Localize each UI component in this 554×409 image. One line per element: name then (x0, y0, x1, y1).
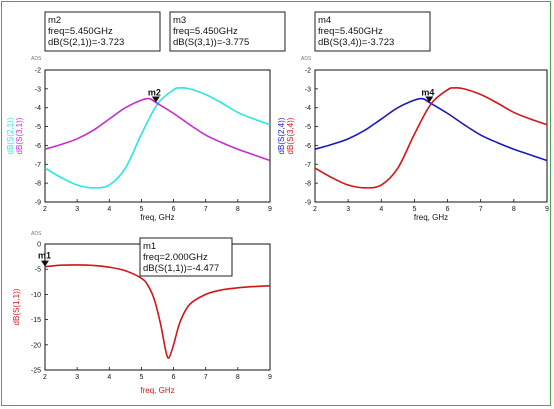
y-axis-label: dB(S(2,4)) (277, 117, 286, 154)
x-tick-label: 6 (172, 206, 176, 213)
x-tick-label: 2 (313, 206, 317, 213)
x-tick-label: 6 (172, 374, 176, 381)
x-tick-label: 5 (139, 374, 143, 381)
x-axis-label: freq, GHz (414, 213, 448, 222)
x-tick-label: 7 (204, 374, 208, 381)
x-tick-label: 2 (43, 374, 47, 381)
x-tick-label: 3 (75, 374, 79, 381)
x-axis-label: freq, GHz (140, 386, 174, 395)
marker-icon (425, 96, 434, 103)
y-axis-label: dB(S(2,1)) (6, 117, 15, 154)
marker-readout-line: freq=5.450GHz (48, 26, 113, 37)
series-line (44, 87, 271, 189)
marker-readout-line: dB(S(3,1))=-3.775 (173, 37, 249, 48)
y-tick-label: -5 (35, 267, 41, 274)
x-tick-label: 7 (204, 206, 208, 213)
x-tick-label: 8 (236, 206, 240, 213)
y-tick-label: -25 (31, 368, 41, 375)
marker-icon (151, 96, 160, 103)
y-tick-label: -7 (305, 162, 311, 169)
marker-readout-line: dB(S(3,4))=-3.723 (318, 37, 394, 48)
y-tick-label: -10 (31, 292, 41, 299)
marker-readout-line: dB(S(2,1))=-3.723 (48, 37, 124, 48)
x-tick-label: 4 (107, 374, 111, 381)
marker-icon (41, 260, 49, 267)
marker-readout-line: m2 (48, 15, 61, 26)
y-tick-label: 0 (37, 242, 41, 249)
y-tick-label: -8 (35, 181, 41, 188)
series-line (44, 264, 271, 359)
ads-tag: ADS (31, 56, 42, 62)
x-tick-label: 5 (139, 206, 143, 213)
marker-readout-line: freq=2.000GHz (143, 252, 208, 263)
y-tick-label: -15 (31, 317, 41, 324)
plot-frame (314, 69, 548, 203)
y-tick-label: -4 (35, 105, 41, 112)
y-tick-label: -6 (35, 143, 41, 150)
y-tick-label: -9 (305, 200, 311, 207)
marker-label: m4 (421, 87, 434, 97)
x-tick-label: 7 (479, 206, 483, 213)
series-line (314, 97, 548, 162)
ads-tag: ADS (301, 56, 312, 62)
x-tick-label: 3 (75, 206, 79, 213)
marker-label: m1 (38, 251, 51, 261)
marker-readout-line: freq=5.450GHz (318, 26, 383, 37)
marker-readout-line: m1 (143, 241, 156, 252)
y-axis-label: dB(S(1,1)) (12, 288, 21, 325)
marker-readout-box (139, 237, 233, 277)
y-axis-label: dB(S(3,4)) (286, 117, 295, 154)
y-tick-label: -20 (31, 342, 41, 349)
x-tick-label: 6 (446, 206, 450, 213)
marker-readout-box (169, 11, 286, 52)
marker-readout-line: m3 (173, 15, 186, 26)
x-tick-label: 2 (43, 206, 47, 213)
plot-frame (44, 69, 271, 203)
y-tick-label: -2 (305, 68, 311, 75)
y-axis-label: dB(S(3,1)) (15, 117, 24, 154)
marker-readout-line: dB(S(1,1))=-4.477 (143, 263, 219, 274)
marker-readout-line: freq=5.450GHz (173, 26, 238, 37)
x-tick-label: 9 (545, 206, 549, 213)
marker-readout-box (44, 11, 161, 52)
y-tick-label: -3 (305, 86, 311, 93)
x-tick-label: 9 (268, 374, 272, 381)
y-tick-label: -7 (35, 162, 41, 169)
x-tick-label: 4 (107, 206, 111, 213)
x-tick-label: 8 (512, 206, 516, 213)
series-line (314, 87, 548, 189)
y-tick-label: -8 (305, 181, 311, 188)
series-line (44, 97, 271, 162)
marker-readout-box (314, 11, 431, 52)
y-tick-label: -5 (35, 124, 41, 131)
y-tick-label: -5 (305, 124, 311, 131)
ads-tag: ADS (31, 231, 42, 237)
x-tick-label: 9 (268, 206, 272, 213)
marker-readout-line: m4 (318, 15, 331, 26)
marker-label: m2 (148, 87, 161, 97)
y-tick-label: -9 (35, 200, 41, 207)
x-tick-label: 8 (236, 374, 240, 381)
y-tick-label: -3 (35, 86, 41, 93)
x-axis-label: freq, GHz (140, 213, 174, 222)
y-tick-label: -4 (305, 105, 311, 112)
y-tick-label: -2 (35, 68, 41, 75)
x-tick-label: 4 (379, 206, 383, 213)
y-tick-label: -6 (305, 143, 311, 150)
x-tick-label: 5 (412, 206, 416, 213)
x-tick-label: 3 (346, 206, 350, 213)
